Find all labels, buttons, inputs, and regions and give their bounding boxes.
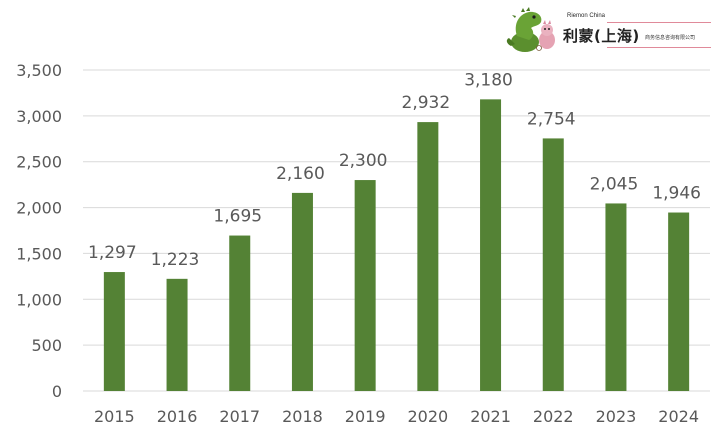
x-tick-label-2024: 2024 [658,407,699,426]
x-tick-label-2022: 2022 [533,407,574,426]
x-tick-label-2016: 2016 [157,407,198,426]
x-axis-tick-labels: 2015 2016 2017 2018 2019 2020 2021 2022 2023 2024 [94,407,699,426]
bar-2016 [166,278,188,391]
bar-2017 [229,235,251,391]
data-label-2016: 1,223 [151,250,200,270]
logo-divider-bottom [607,47,711,48]
data-label-2017: 1,695 [213,207,262,227]
y-tick-label: 2,000 [16,199,62,218]
company-logo: Riemon China 利蒙(上海) 商务信息咨询有限公司 [503,6,713,54]
x-tick-label-2019: 2019 [345,407,386,426]
dinosaur-mascot-icon [506,7,555,52]
x-tick-label-2017: 2017 [219,407,260,426]
data-label-2023: 2,045 [590,174,639,194]
bar-2021 [480,99,502,391]
y-tick-label: 1,500 [16,244,62,263]
logo-name-en: Riemon China [567,13,606,19]
bar-2024 [668,212,690,391]
bars [103,99,690,391]
x-tick-label-2020: 2020 [407,407,448,426]
data-labels: 1,297 1,223 1,695 2,160 2,300 2,932 3,180 2,754… [88,70,701,269]
logo-subtitle: 商务信息咨询有限公司 [645,35,696,41]
bar-2022 [542,138,564,391]
logo-name-cn: 利蒙(上海) [563,27,640,45]
bar-2018 [291,192,313,391]
y-tick-label: 3,000 [16,107,62,126]
y-tick-label: 3,500 [16,61,62,80]
x-tick-label-2021: 2021 [470,407,511,426]
bar-2023 [605,203,627,391]
y-tick-label: 2,500 [16,153,62,172]
x-tick-label-2015: 2015 [94,407,135,426]
x-tick-label-2023: 2023 [596,407,637,426]
x-tick-label-2018: 2018 [282,407,323,426]
data-label-2019: 2,300 [339,151,388,171]
logo-divider-top [607,22,711,23]
y-tick-label: 1,000 [16,290,62,309]
y-axis-tick-labels: 0 500 1,000 1,500 2,000 2,500 3,000 3,500 [16,61,62,401]
data-label-2021: 3,180 [464,70,513,90]
bar-2015 [103,272,125,391]
data-label-2018: 2,160 [276,164,325,184]
data-label-2022: 2,754 [527,109,576,129]
y-tick-label: 500 [31,336,62,355]
y-tick-label: 0 [52,382,62,401]
bar-2020 [417,122,439,391]
data-label-2024: 1,946 [652,184,701,204]
data-label-2020: 2,932 [402,93,451,113]
data-label-2015: 1,297 [88,243,137,263]
bar-2019 [354,180,376,391]
